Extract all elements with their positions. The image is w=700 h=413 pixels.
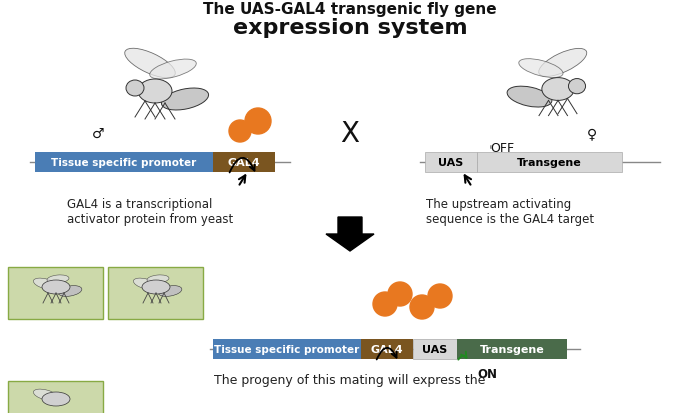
Text: GAL4 is a transcriptional
activator protein from yeast: GAL4 is a transcriptional activator prot…: [67, 197, 233, 225]
Circle shape: [245, 109, 271, 135]
Text: GAL4: GAL4: [371, 344, 403, 354]
Text: ♂: ♂: [92, 127, 104, 141]
Ellipse shape: [126, 81, 144, 97]
FancyBboxPatch shape: [108, 267, 203, 319]
FancyBboxPatch shape: [413, 339, 457, 359]
FancyBboxPatch shape: [8, 381, 103, 413]
Ellipse shape: [542, 78, 574, 101]
Ellipse shape: [158, 286, 182, 297]
FancyBboxPatch shape: [8, 267, 103, 319]
Ellipse shape: [138, 80, 172, 104]
FancyBboxPatch shape: [477, 153, 622, 173]
Ellipse shape: [34, 389, 59, 401]
Ellipse shape: [42, 280, 70, 294]
Ellipse shape: [142, 280, 170, 294]
FancyBboxPatch shape: [213, 153, 275, 173]
FancyBboxPatch shape: [213, 339, 361, 359]
Text: UAS: UAS: [422, 344, 447, 354]
Ellipse shape: [42, 392, 70, 406]
Text: The progeny of this mating will express the: The progeny of this mating will express …: [214, 373, 486, 386]
Text: GAL4: GAL4: [228, 158, 260, 168]
Text: UAS: UAS: [438, 158, 463, 168]
Text: OFF: OFF: [490, 142, 514, 154]
Text: expression system: expression system: [232, 18, 468, 38]
Ellipse shape: [519, 59, 563, 78]
Circle shape: [229, 121, 251, 142]
Ellipse shape: [150, 60, 196, 80]
Circle shape: [388, 282, 412, 306]
Circle shape: [428, 284, 452, 308]
Text: Transgene: Transgene: [517, 158, 582, 168]
Ellipse shape: [134, 278, 159, 290]
Circle shape: [373, 292, 397, 316]
Text: X: X: [340, 120, 360, 147]
Text: The upstream activating
sequence is the GAL4 target: The upstream activating sequence is the …: [426, 197, 594, 225]
Ellipse shape: [568, 79, 585, 95]
Text: Tissue specific promoter: Tissue specific promoter: [51, 158, 197, 168]
Polygon shape: [326, 218, 374, 252]
Ellipse shape: [34, 278, 59, 290]
Ellipse shape: [147, 275, 169, 283]
Ellipse shape: [162, 89, 209, 111]
Text: The UAS-GAL4 transgenic fly gene: The UAS-GAL4 transgenic fly gene: [203, 2, 497, 17]
Text: Tissue specific promoter: Tissue specific promoter: [214, 344, 360, 354]
Ellipse shape: [507, 87, 552, 108]
Text: ON: ON: [477, 367, 497, 380]
Ellipse shape: [539, 49, 587, 77]
FancyBboxPatch shape: [457, 339, 567, 359]
FancyBboxPatch shape: [361, 339, 413, 359]
FancyBboxPatch shape: [35, 153, 213, 173]
Text: Transgene: Transgene: [480, 344, 545, 354]
FancyBboxPatch shape: [425, 153, 477, 173]
Ellipse shape: [47, 275, 69, 283]
Ellipse shape: [58, 286, 82, 297]
Ellipse shape: [125, 49, 175, 78]
Circle shape: [410, 295, 434, 319]
Text: ♀: ♀: [587, 127, 597, 141]
